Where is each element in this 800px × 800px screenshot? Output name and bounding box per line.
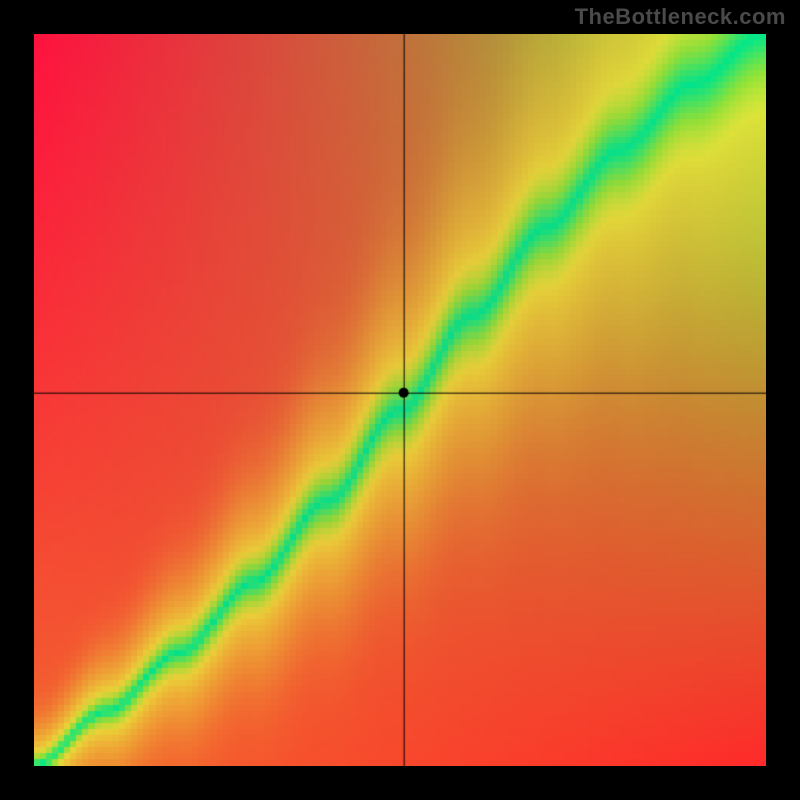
watermark-text: TheBottleneck.com: [575, 4, 786, 30]
bottleneck-heatmap: [34, 34, 766, 766]
